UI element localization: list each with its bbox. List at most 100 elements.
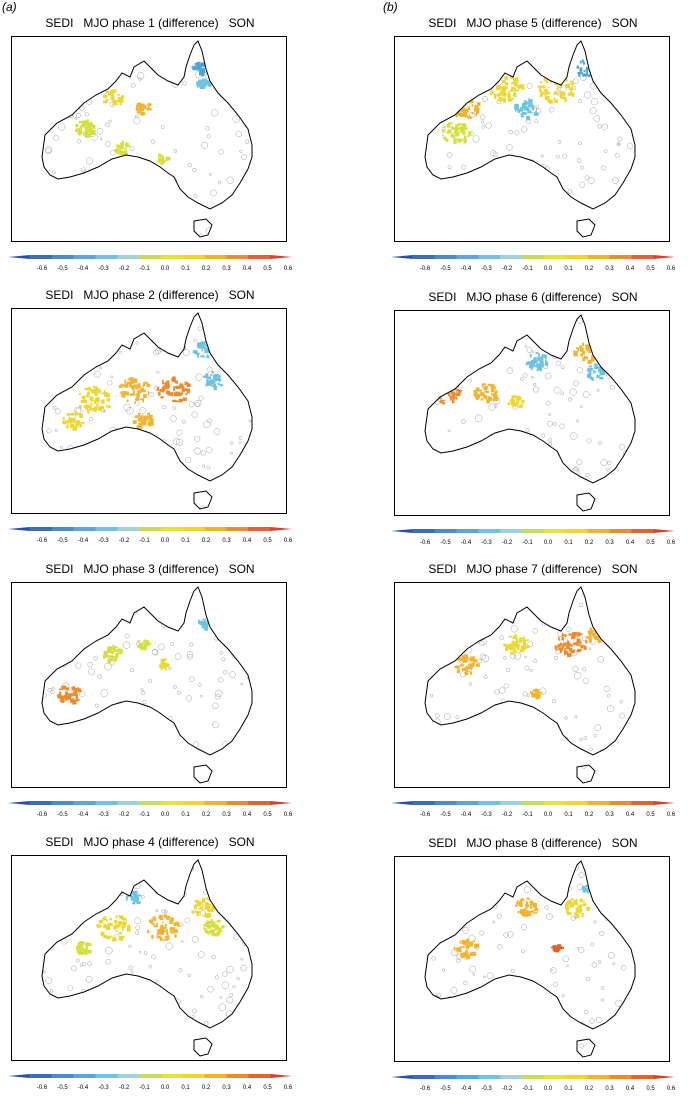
anomaly-cell [567,900,570,904]
zero-contour [86,157,93,165]
zero-contour [593,115,601,122]
zero-contour [426,723,431,728]
anomaly-cell [99,406,102,408]
anomaly-cell [519,651,522,653]
zero-contour [48,80,51,83]
anomaly-cell [571,902,575,905]
anomaly-cell [201,80,206,84]
anomaly-cell [528,102,533,107]
anomaly-cell [548,100,553,104]
zero-contour [448,641,456,649]
anomaly-cell [75,123,79,128]
anomaly-cell [79,405,82,408]
colorbar-segment [565,529,588,533]
anomaly-cell [581,885,586,890]
zero-contour [164,909,168,914]
zero-contour [85,975,93,983]
colorbar-segment [248,801,271,805]
anomaly-cell [592,349,596,354]
anomaly-cell [435,390,439,394]
anomaly-cell [468,663,470,667]
zero-contour [465,622,473,630]
zero-contour [584,91,592,99]
anomaly-cell [458,131,461,133]
anomaly-cell [512,644,517,647]
zero-contour [619,444,625,450]
colorbar-segment [139,255,162,259]
zero-contour [139,951,142,954]
zero-contour [481,124,486,129]
anomaly-cell [548,74,551,77]
anomaly-cell [143,382,146,386]
zero-contour [627,727,631,731]
anomaly-cell [113,658,117,662]
zero-contour [42,120,46,124]
zero-contour [51,1021,57,1026]
anomaly-cell [175,380,178,384]
zero-contour [608,82,616,89]
zero-contour [148,964,152,969]
anomaly-cell [135,393,139,396]
colorbar-tick-label: -0.1 [522,540,533,546]
anomaly-cell [460,952,465,957]
anomaly-cell [451,127,456,130]
zero-contour [88,416,94,421]
anomaly-cell [476,665,480,667]
zero-contour [534,321,538,325]
anomaly-cell [552,76,555,79]
anomaly-cell [114,102,118,105]
colorbar-tick-label: -0.6 [37,1085,48,1091]
zero-contour [496,321,503,328]
anomaly-cell [461,667,464,671]
zero-contour [481,120,485,124]
anomaly-cell [482,383,486,386]
anomaly-cell [141,106,144,111]
anomaly-cell [146,641,150,645]
anomaly-cell [199,341,204,346]
anomaly-cell [441,384,446,388]
zero-contour [607,460,612,466]
zero-contour [112,1024,120,1032]
zero-contour [151,648,159,656]
zero-contour [600,986,605,990]
zero-contour [498,740,504,746]
zero-contour [54,205,61,212]
zero-contour [453,211,460,218]
anomaly-cell [561,636,564,641]
anomaly-cell [206,897,209,900]
zero-contour [425,901,433,909]
anomaly-cell [445,386,448,391]
anomaly-cell [147,412,150,416]
colorbar-tick-label: 0.2 [585,540,594,546]
zero-contour [553,874,558,879]
zero-contour [135,930,140,935]
zero-contour [561,325,565,329]
australia-coastline [41,40,253,210]
zero-contour [557,140,562,144]
zero-contour [81,1017,88,1024]
colorbar-tick-label: 0.3 [605,540,614,546]
map-panel-phase-6: SEDI MJO phase 6 (difference) SON -0.6 -0.5-… [385,290,681,558]
zero-contour [492,920,496,924]
colorbar-segment [51,801,74,805]
colorbar-tick-label: -0.6 [420,1086,431,1092]
colorbar-tick-label: -0.2 [119,1085,130,1091]
zero-contour [196,480,201,485]
zero-contour [161,908,166,914]
zero-contour [177,335,184,342]
panel-title: SEDI MJO phase 8 (difference) SON [385,836,681,854]
anomaly-cell [147,104,150,107]
zero-contour [496,470,500,474]
zero-contour [221,981,230,990]
colorbar-segment [500,801,523,805]
anomaly-cell [512,78,517,82]
zero-contour [182,349,190,357]
anomaly-cell [480,397,483,401]
zero-contour [147,988,153,995]
colorbar-segment [226,255,249,259]
anomaly-cell [93,400,96,404]
zero-contour [232,479,241,487]
anomaly-cell [203,83,207,88]
australia-coastline [424,314,636,484]
anomaly-cell [589,365,592,368]
